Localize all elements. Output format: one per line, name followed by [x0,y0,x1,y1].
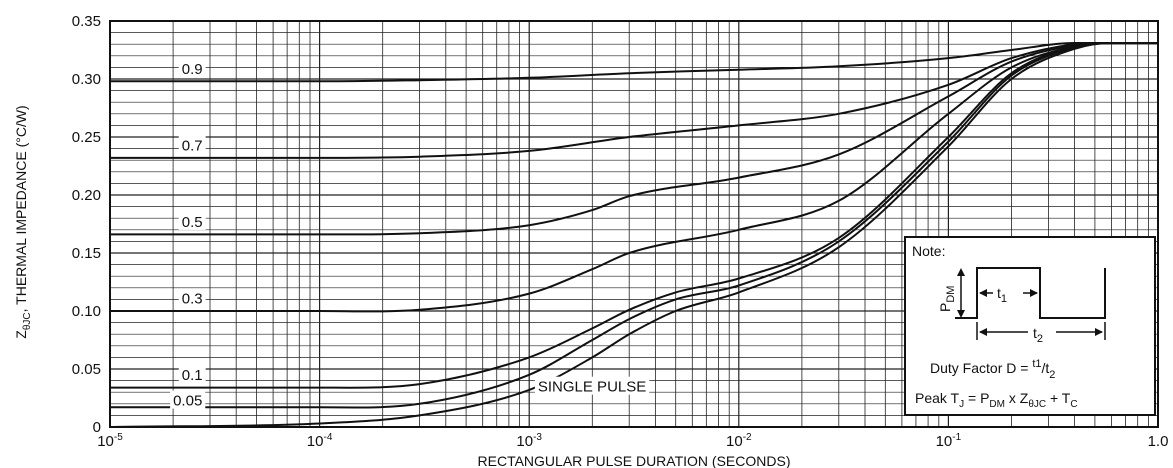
x-tick-label: 1.0 [1148,433,1169,450]
x-tick-label: 10-3 [516,432,542,450]
series-lines [109,41,1158,428]
plot-frame [109,20,1159,428]
series-line [110,42,1158,313]
curve-label: 0.9 [182,61,203,78]
t2-label: t2 [1033,325,1043,345]
curve-label-bg [178,288,206,307]
curve-labels: 0.9 0.7 0.5 0.3 0.1 0.05 SINGLE PULSE [170,58,650,410]
y-axis-title: ZθJC, THERMAL IMPEDANCE (°C/W) [13,105,33,338]
t1-arrow-head-left [979,289,987,297]
pulse-waveform [955,267,1106,319]
tick-labels: 0 0.05 0.10 0.15 0.20 0.25 0.30 0.35 10-5 10-4 10-… [72,13,1169,450]
t1-label: t1 [997,285,1007,305]
t1-label-bg [993,283,1023,303]
y-tick-label: 0.25 [72,129,101,146]
curve-label-bg [534,376,650,395]
y-tick-label: 0.35 [72,13,101,30]
series-line [110,42,1158,409]
y-tick-label: 0.15 [72,245,101,262]
curve-label: 0.5 [182,214,203,231]
pdm-label: PDM [937,286,957,312]
t1-arrow-head-right [1030,289,1038,297]
series-line [109,42,1158,236]
note-inset: Note: PDM t1 t2 Duty Factor D = t1/t2 Pe… [904,236,1156,416]
y-tick-label: 0.20 [72,187,101,204]
y-tick-label: 0.10 [72,303,101,320]
y-tick-label: 0.30 [72,71,101,88]
note-title: Note: [912,243,945,259]
curve-label: SINGLE PULSE [538,379,646,396]
x-tick-label: 10-4 [307,432,333,450]
series-line [109,42,1158,428]
x-axis-title: RECTANGULAR PULSE DURATION (SECONDS) [478,453,791,468]
x-tick-label: 10-5 [97,432,123,450]
pdm-arrow-head-top [957,268,965,276]
curve-label: 0.7 [182,137,203,154]
y-tick-label: 0 [93,419,101,436]
x-tick-label: 10-2 [726,432,752,450]
curve-label: 0.1 [182,367,203,384]
series-line [110,42,1158,83]
series-line [110,42,1158,389]
curve-label-bg [178,135,206,154]
curve-label: 0.3 [182,291,203,308]
curve-label-bg [178,58,206,77]
curve-label-bg [170,390,206,409]
t2-arrow-head-right [1095,328,1103,336]
pdm-arrow-head-bottom [957,310,965,318]
curve-label-bg [178,365,206,384]
curve-label: 0.05 [173,393,202,410]
series-line [109,41,1158,159]
duty-factor-text: Duty Factor D = t1/t2 [930,358,1055,381]
curve-label-bg [178,211,206,230]
t2-label-bg [1028,322,1056,342]
x-tick-label: 10-1 [936,432,962,450]
t2-arrow-head-left [979,328,987,336]
peak-tj-text: Peak TJ = PDM x ZθJC + TC [915,390,1078,410]
y-tick-label: 0.05 [72,361,101,378]
